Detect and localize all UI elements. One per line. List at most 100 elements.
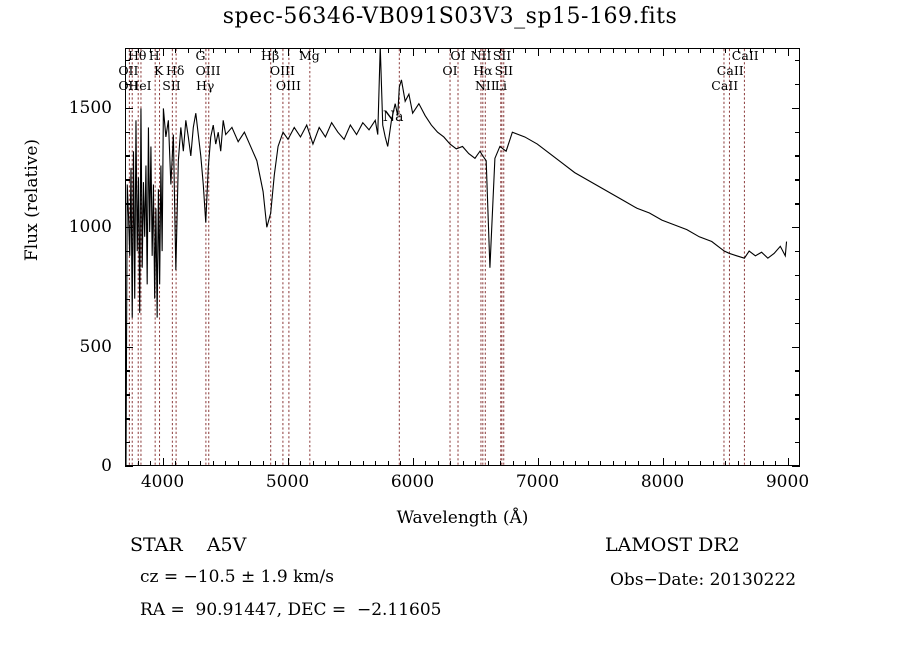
- y-tick: [125, 131, 130, 133]
- x-tick-top: [287, 48, 289, 56]
- spectral-line-label: SII: [492, 48, 512, 63]
- spectral-line-label: OII: [118, 78, 139, 93]
- footer-star-class: STAR A5V: [130, 534, 247, 556]
- y-tick: [125, 466, 133, 468]
- spectral-line-label: NII: [470, 48, 492, 63]
- y-tick-right: [795, 179, 800, 181]
- x-tick: [225, 461, 227, 466]
- y-tick: [125, 442, 130, 444]
- spectral-line-label: OI: [450, 48, 466, 63]
- x-tick-top: [200, 48, 202, 53]
- x-tick-top: [425, 48, 427, 53]
- x-tick: [237, 461, 239, 466]
- spectral-line-label: OII: [118, 63, 139, 78]
- x-tick-top: [237, 48, 239, 53]
- x-tick-top: [162, 48, 164, 56]
- spectral-line-label: NII: [474, 78, 496, 93]
- x-tick: [387, 461, 389, 466]
- y-tick-right: [795, 370, 800, 372]
- spectral-line-label: SII: [162, 78, 181, 93]
- spectral-line-label: HeI: [128, 78, 152, 93]
- x-tick: [750, 461, 752, 466]
- x-tick: [262, 461, 264, 466]
- x-tick-top: [275, 48, 277, 53]
- x-tick: [287, 458, 289, 466]
- x-tick: [525, 461, 527, 466]
- footer-radec: RA = 90.91447, DEC = −2.11605: [140, 600, 442, 620]
- x-tick-top: [187, 48, 189, 53]
- x-tick-top: [362, 48, 364, 53]
- x-tick-top: [537, 48, 539, 56]
- spectral-line-label: OIII: [275, 78, 301, 93]
- x-axis-title: Wavelength (Å): [396, 508, 529, 528]
- spectral-line-label: Hθ: [128, 48, 147, 63]
- spectral-line-label: OIII: [195, 63, 221, 78]
- spectral-line-label: CaII: [716, 63, 744, 78]
- spectral-line-label: Mg: [298, 48, 320, 63]
- spectral-line-label: K: [153, 63, 164, 78]
- x-tick-top: [662, 48, 664, 56]
- footer-survey: LAMOST DR2: [605, 534, 740, 556]
- x-tick: [737, 461, 739, 466]
- y-tick-right: [792, 466, 800, 468]
- x-tick: [762, 461, 764, 466]
- x-tick: [475, 461, 477, 466]
- x-tick-label: 4000: [140, 472, 185, 492]
- y-tick-right: [795, 131, 800, 133]
- x-tick-label: 7000: [515, 472, 560, 492]
- x-tick-top: [562, 48, 564, 53]
- x-tick-top: [550, 48, 552, 53]
- x-tick: [175, 461, 177, 466]
- y-tick: [125, 346, 133, 348]
- x-tick-top: [475, 48, 477, 53]
- x-tick: [462, 461, 464, 466]
- x-tick-top: [375, 48, 377, 53]
- x-tick-label: 5000: [265, 472, 310, 492]
- x-tick: [650, 461, 652, 466]
- spectral-line-label: Hβ: [261, 48, 280, 63]
- x-tick-top: [150, 48, 152, 53]
- x-tick-top: [787, 48, 789, 56]
- x-tick-top: [612, 48, 614, 53]
- x-tick: [275, 461, 277, 466]
- x-tick: [712, 461, 714, 466]
- x-tick-top: [750, 48, 752, 53]
- x-tick: [637, 461, 639, 466]
- x-tick-top: [225, 48, 227, 53]
- x-tick: [150, 461, 152, 466]
- y-tick-label: 0: [101, 456, 112, 476]
- x-tick-top: [600, 48, 602, 53]
- x-tick: [437, 461, 439, 466]
- x-tick: [787, 458, 789, 466]
- y-tick: [125, 298, 130, 301]
- spectral-line-label: CaII: [731, 48, 759, 63]
- x-tick: [600, 461, 602, 466]
- x-tick-top: [587, 48, 589, 53]
- x-tick-top: [437, 48, 439, 53]
- y-tick: [125, 155, 130, 157]
- line-marker-layer: [126, 49, 799, 465]
- x-tick-top: [400, 48, 402, 53]
- y-tick-right: [792, 346, 800, 348]
- x-tick-top: [387, 48, 389, 53]
- x-tick: [425, 461, 427, 466]
- x-tick-top: [575, 48, 577, 53]
- y-tick-right: [795, 394, 800, 396]
- x-tick: [212, 461, 214, 466]
- y-tick-right: [795, 322, 800, 324]
- spectral-line-label: Hα: [473, 63, 493, 78]
- spectral-line-label: Na: [382, 109, 404, 125]
- y-tick-right: [792, 107, 800, 109]
- x-tick-top: [487, 48, 489, 53]
- y-tick-right: [795, 83, 800, 86]
- x-tick: [562, 461, 564, 466]
- page-title: spec-56346-VB091S03V3_sp15-169.fits: [222, 4, 678, 29]
- x-tick-top: [675, 48, 677, 53]
- y-tick: [125, 370, 130, 372]
- x-tick-top: [325, 48, 327, 53]
- y-tick-label: 1500: [68, 97, 112, 118]
- spectral-line-label: OI: [442, 63, 458, 78]
- x-tick-top: [312, 48, 314, 53]
- x-tick: [137, 461, 139, 466]
